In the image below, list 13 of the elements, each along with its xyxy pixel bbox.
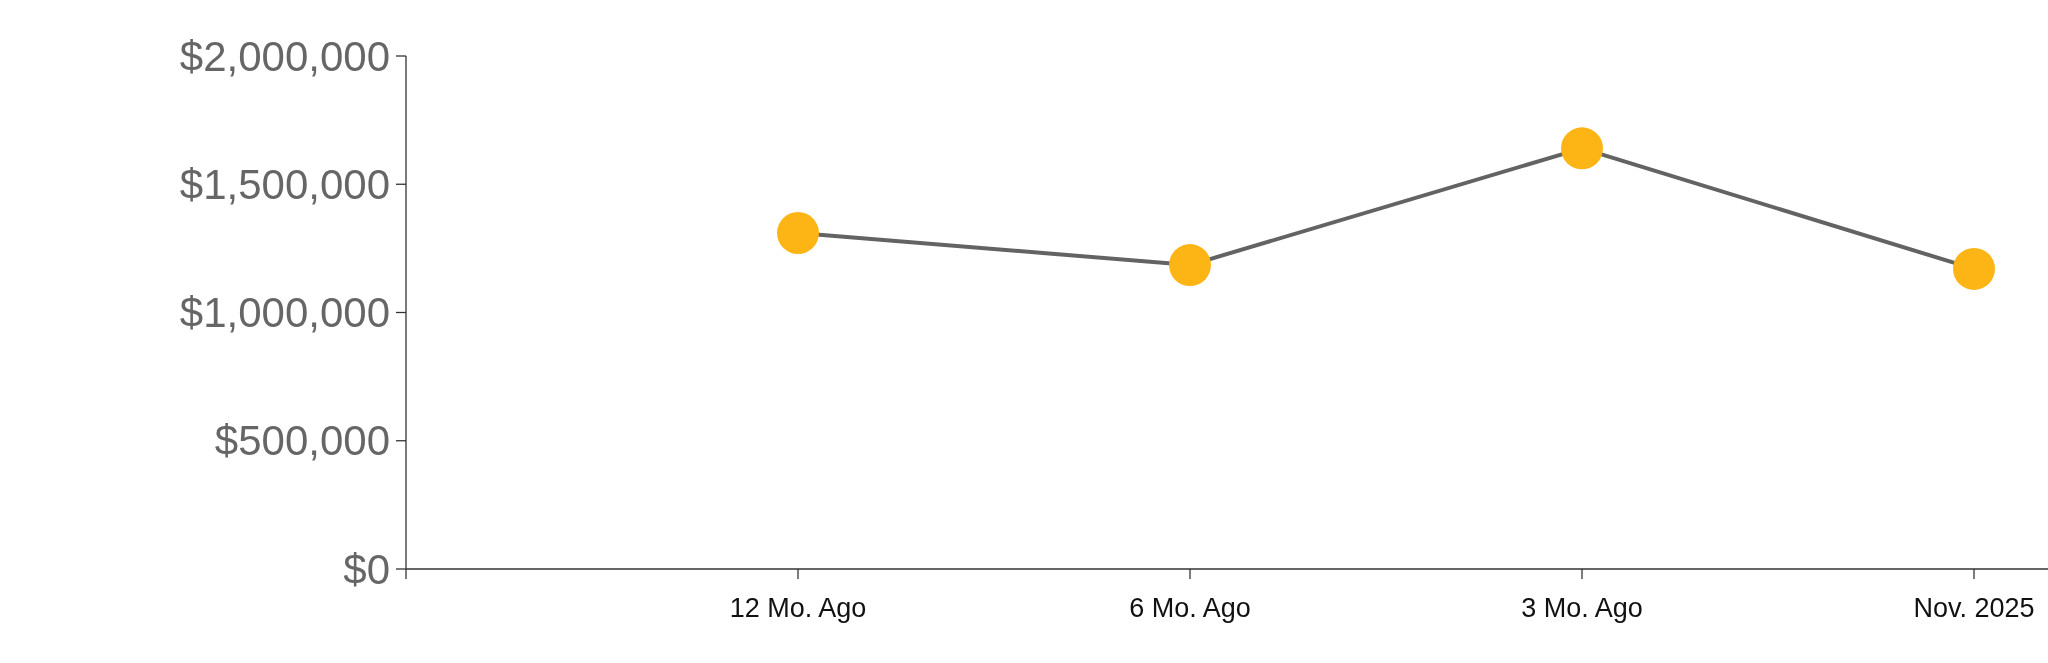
point: [1561, 127, 1603, 170]
point: [1169, 244, 1211, 287]
x-tick-label: Nov. 2025: [1913, 593, 2035, 623]
y-tick-label: $1,500,000: [179, 160, 390, 208]
x-tick-label: 6 Mo. Ago: [1129, 593, 1251, 623]
point: [1953, 247, 1995, 290]
x-tick-label: 12 Mo. Ago: [729, 593, 867, 623]
y-tick-label: $0: [343, 545, 390, 593]
y-tick-label: $2,000,000: [179, 32, 390, 80]
point: [777, 211, 819, 254]
y-tick-label: $1,000,000: [179, 289, 390, 337]
x-tick-label: 3 Mo. Ago: [1521, 593, 1643, 623]
y-tick-label: $500,000: [214, 417, 390, 465]
